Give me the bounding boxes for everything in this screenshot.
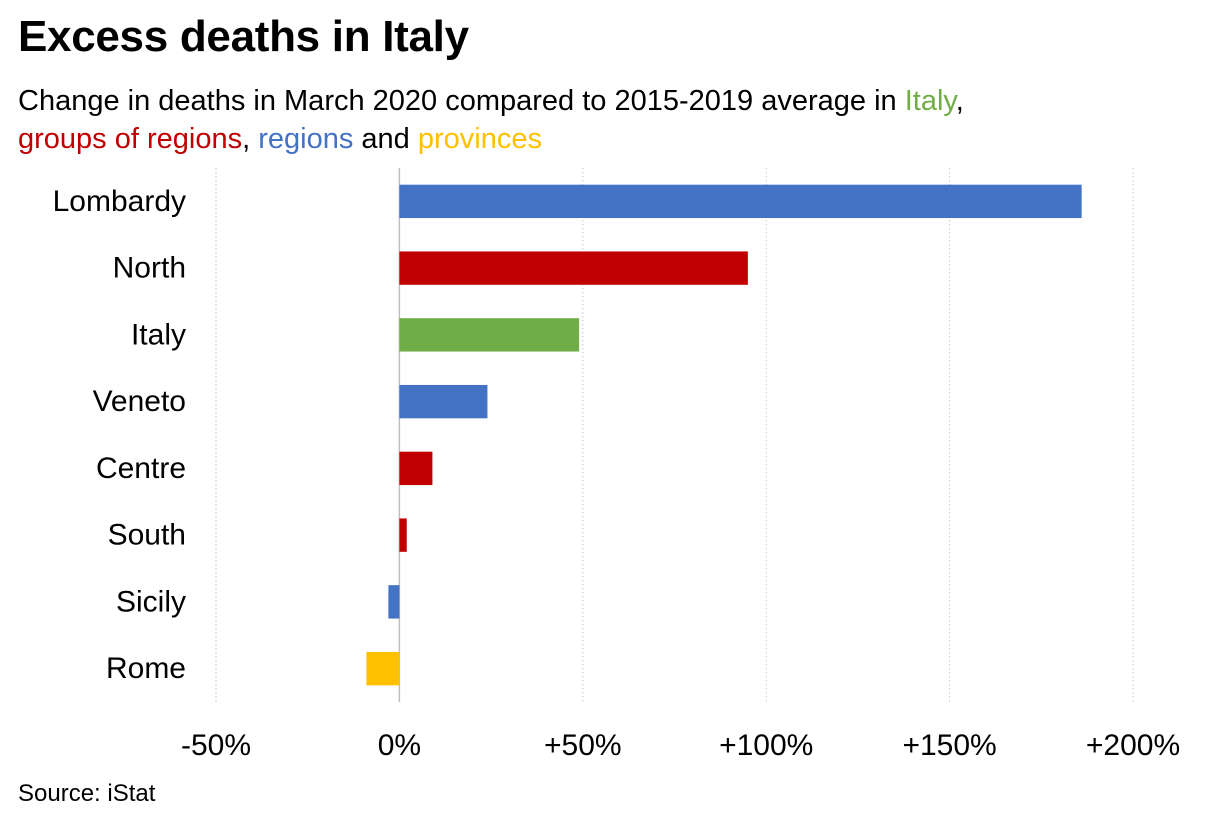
category-label-centre: Centre xyxy=(96,452,186,485)
x-tick-label-150: +150% xyxy=(902,729,996,762)
bar-north xyxy=(399,251,748,285)
gridlines xyxy=(215,168,1134,702)
legend-italy: Italy xyxy=(904,85,956,117)
chart-subtitle: Change in deaths in March 2020 compared … xyxy=(18,82,1198,158)
x-tick-label-50: +50% xyxy=(544,729,622,762)
chart-title: Excess deaths in Italy xyxy=(18,12,469,61)
x-tick-label-0: 0% xyxy=(378,729,421,762)
category-label-lombardy: Lombardy xyxy=(53,185,186,218)
bars xyxy=(366,184,1082,686)
category-label-north: North xyxy=(113,252,186,285)
bar-centre xyxy=(399,451,433,486)
legend-groups-of-regions: groups of regions xyxy=(18,123,243,155)
bar-rome xyxy=(366,651,400,686)
legend-regions: regions xyxy=(258,123,354,155)
bar-sicily xyxy=(388,585,400,619)
subtitle-separator: , xyxy=(242,123,259,155)
subtitle-lead: Change in deaths in March 2020 compared … xyxy=(18,85,905,117)
x-axis-ticks: -50% 0% +50% +100% +150% +200% xyxy=(181,729,1180,762)
source-note: Source: iStat xyxy=(18,780,156,807)
category-label-sicily: Sicily xyxy=(116,585,186,618)
category-label-italy: Italy xyxy=(131,318,186,351)
category-label-rome: Rome xyxy=(106,652,186,685)
subtitle-separator: , xyxy=(955,85,964,117)
bar-south xyxy=(399,518,407,552)
bar-lombardy xyxy=(399,184,1082,219)
category-label-veneto: Veneto xyxy=(93,385,186,418)
subtitle-and: and xyxy=(353,123,418,155)
x-tick-label-100: +100% xyxy=(719,729,813,762)
category-labels: Lombardy North Italy Veneto Centre South Sicil… xyxy=(53,185,186,685)
bar-veneto xyxy=(399,384,488,419)
bar-italy xyxy=(399,318,580,352)
x-tick-label-200: +200% xyxy=(1086,729,1180,762)
legend-provinces: provinces xyxy=(417,123,542,155)
category-label-south: South xyxy=(108,519,186,552)
x-tick-label-50: -50% xyxy=(181,729,251,762)
